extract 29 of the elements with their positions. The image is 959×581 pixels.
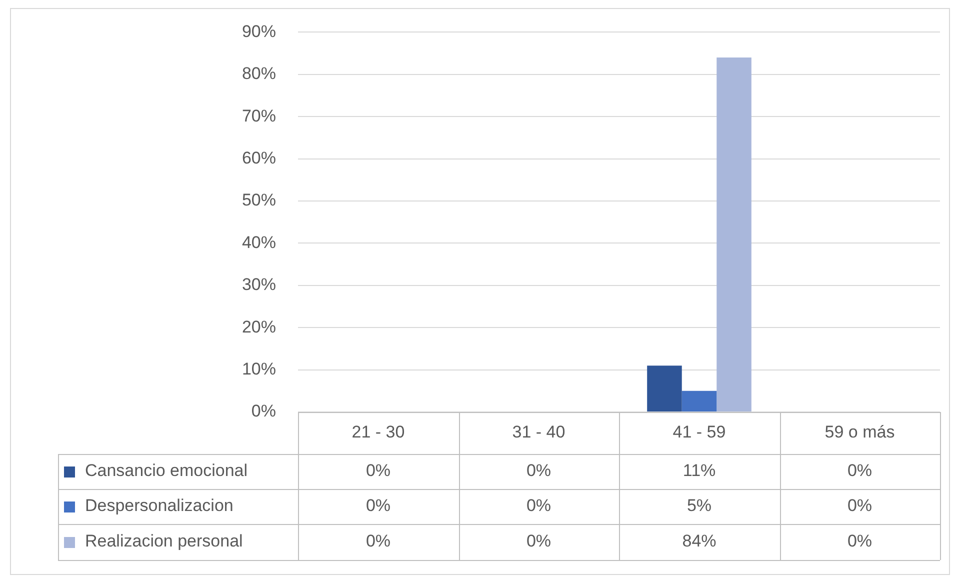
data-label: 11% — [682, 461, 716, 480]
legend-label: Despersonalizacion — [85, 496, 234, 516]
data-label: 0% — [526, 532, 552, 551]
data-label: 84% — [682, 532, 716, 551]
y-tick-label: 10% — [242, 359, 276, 378]
data-label: 0% — [526, 461, 552, 480]
y-tick-label: 70% — [242, 106, 276, 126]
data-label: 0% — [366, 532, 391, 551]
data-label: 0% — [526, 496, 552, 516]
y-tick-label: 0% — [251, 402, 276, 421]
y-tick-label: 90% — [242, 22, 276, 41]
data-label: 0% — [847, 461, 872, 480]
data-label: 0% — [366, 461, 391, 480]
y-tick-label: 30% — [242, 275, 276, 294]
data-label: 0% — [366, 496, 391, 516]
x-tick-label: 21 - 30 — [352, 422, 405, 442]
x-tick-label: 59 o más — [824, 422, 895, 442]
y-tick-label: 80% — [242, 64, 276, 84]
y-tick-label: 60% — [242, 148, 276, 168]
legend-label: Realizacion personal — [85, 532, 243, 551]
legend-label: Cansancio emocional — [85, 461, 248, 480]
y-tick-label: 20% — [242, 317, 276, 336]
data-label: 0% — [847, 532, 872, 551]
y-tick-label: 40% — [242, 232, 276, 252]
x-tick-label: 41 - 59 — [672, 422, 726, 442]
x-tick-label: 31 - 40 — [512, 422, 566, 442]
data-label: 5% — [686, 496, 712, 516]
y-tick-label: 50% — [242, 190, 276, 210]
data-label: 0% — [847, 496, 872, 516]
